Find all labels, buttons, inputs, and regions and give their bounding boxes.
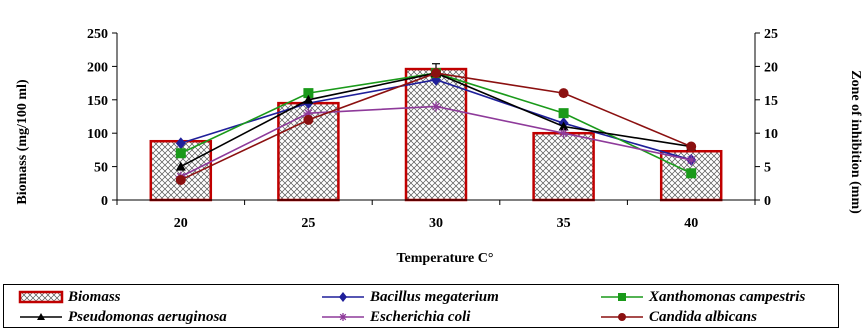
y2-tick-label: 10 xyxy=(764,127,778,142)
legend-item-bacillus-megaterium: Bacillus megaterium xyxy=(320,287,499,307)
y2-tick-label: 5 xyxy=(764,161,771,176)
x-tick-label: 40 xyxy=(684,216,698,231)
point-candida-albicans-35 xyxy=(558,88,569,99)
point-candida-albicans-30 xyxy=(431,68,441,79)
y-tick-label: 100 xyxy=(87,127,108,142)
legend-item-biomass: Biomass xyxy=(18,287,121,307)
y2-axis-title: Zone of inhibition (mm) xyxy=(848,70,862,214)
legend-marker-xanthomonas-campestris xyxy=(618,293,626,301)
legend-label: Biomass xyxy=(68,288,121,305)
legend-swatch-bacillus-megaterium xyxy=(322,292,364,302)
point-pseudomonas-aeruginosa-25 xyxy=(303,94,314,104)
chart-area: 0 50 100 150 200 250 0 5 10 15 20 25 20 25 30 35 40 Biom… xyxy=(15,27,862,266)
y2-tick-label: 25 xyxy=(764,27,778,42)
y2-tick-label: 20 xyxy=(764,60,778,75)
legend-swatch-xanthomonas-campestris xyxy=(601,293,643,301)
legend-item-candida-albicans: Candida albicans xyxy=(599,307,757,327)
x-tick-label: 20 xyxy=(174,216,188,231)
legend-marker-bacillus-megaterium xyxy=(339,292,347,302)
legend-label: Candida albicans xyxy=(649,308,757,325)
y-axis-title: Biomass (mg/100 ml) xyxy=(15,79,30,205)
legend-marker-escherichia-coli xyxy=(339,313,347,321)
legend-item-escherichia-coli: Escherichia coli xyxy=(320,307,470,327)
point-xanthomonas-campestris-40 xyxy=(686,168,697,179)
legend-swatch-pseudomonas-aeruginosa xyxy=(20,313,62,320)
point-pseudomonas-aeruginosa-20 xyxy=(175,161,186,171)
point-xanthomonas-campestris-20 xyxy=(175,148,186,159)
x-tick-label: 35 xyxy=(557,216,571,231)
point-xanthomonas-campestris-25 xyxy=(303,88,314,99)
y-tick-label: 0 xyxy=(101,194,108,209)
point-candida-albicans-40 xyxy=(686,141,697,152)
point-escherichia-coli-25 xyxy=(303,108,314,119)
point-candida-albicans-20 xyxy=(175,174,186,185)
x-tick-label: 25 xyxy=(301,216,315,231)
legend: Biomass Bacillus megaterium Xanthomonas ca… xyxy=(3,284,839,328)
legend-item-pseudomonas-aeruginosa: Pseudomonas aeruginosa xyxy=(18,307,227,327)
y-tick-label: 250 xyxy=(87,27,108,42)
legend-marker-candida-albicans xyxy=(618,313,626,321)
plot-area: 0 50 100 150 200 250 0 5 10 15 20 25 20 25 30 35 40 xyxy=(87,27,778,231)
point-bacillus-megaterium-20 xyxy=(175,137,186,150)
x-axis-title: Temperature C° xyxy=(397,251,494,266)
point-escherichia-coli-35 xyxy=(558,128,569,139)
y-tick-label: 150 xyxy=(87,94,108,109)
legend-item-xanthomonas-campestris: Xanthomonas campestris xyxy=(599,287,805,307)
y2-tick-label: 15 xyxy=(764,94,778,109)
legend-label: Bacillus megaterium xyxy=(370,288,499,305)
bar-biomass-30 xyxy=(404,67,468,202)
legend-label: Pseudomonas aeruginosa xyxy=(68,308,227,325)
legend-swatch-candida-albicans xyxy=(601,313,643,321)
point-escherichia-coli-30 xyxy=(431,101,441,112)
y-tick-label: 50 xyxy=(94,161,108,176)
y2-tick-label: 0 xyxy=(764,194,771,209)
legend-marker-pseudomonas-aeruginosa xyxy=(37,313,45,320)
legend-swatch-biomass xyxy=(18,290,64,304)
y-tick-label: 200 xyxy=(87,60,108,75)
point-candida-albicans-25 xyxy=(303,114,314,125)
legend-swatch-escherichia-coli xyxy=(322,313,364,321)
point-escherichia-coli-40 xyxy=(686,154,697,165)
bar-biomass-35 xyxy=(532,131,595,202)
legend-label: Xanthomonas campestris xyxy=(649,288,806,305)
point-pseudomonas-aeruginosa-35 xyxy=(558,121,569,131)
x-tick-label: 30 xyxy=(429,216,443,231)
legend-label: Escherichia coli xyxy=(370,308,471,325)
point-xanthomonas-campestris-35 xyxy=(558,108,569,119)
